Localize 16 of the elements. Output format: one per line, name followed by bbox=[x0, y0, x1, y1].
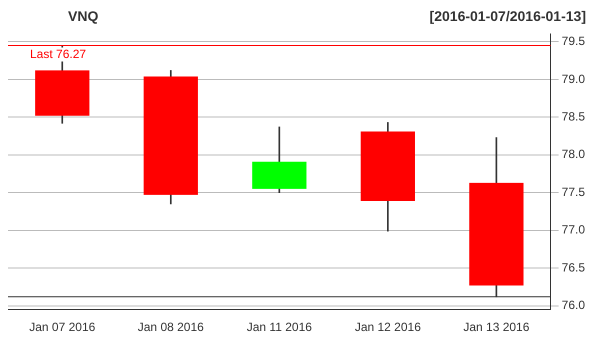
chart-subtitle: [2016-01-07/2016-01-13] bbox=[430, 8, 586, 24]
chart-title: VNQ bbox=[68, 8, 98, 24]
y-tick-label: 79.5 bbox=[562, 34, 586, 48]
y-tick-label: 76.5 bbox=[562, 260, 586, 274]
ref-line-label: Last 76.27 bbox=[30, 46, 86, 61]
y-tick-label: 78.0 bbox=[562, 147, 586, 162]
y-tick-label: 77.5 bbox=[562, 184, 586, 199]
x-tick-label: Jan 08 2016 bbox=[138, 320, 204, 334]
x-tick-label: Jan 12 2016 bbox=[354, 320, 422, 334]
x-tick-label: Jan 07 2016 bbox=[29, 320, 96, 334]
y-tick-label: 77.0 bbox=[562, 222, 586, 237]
x-tick-label: Jan 13 2016 bbox=[463, 320, 530, 334]
y-tick-label: 79.0 bbox=[562, 72, 586, 86]
x-tick-label: Jan 11 2016 bbox=[246, 320, 312, 334]
y-tick-label: 76.0 bbox=[562, 298, 586, 312]
y-tick-label: 78.5 bbox=[562, 110, 586, 124]
